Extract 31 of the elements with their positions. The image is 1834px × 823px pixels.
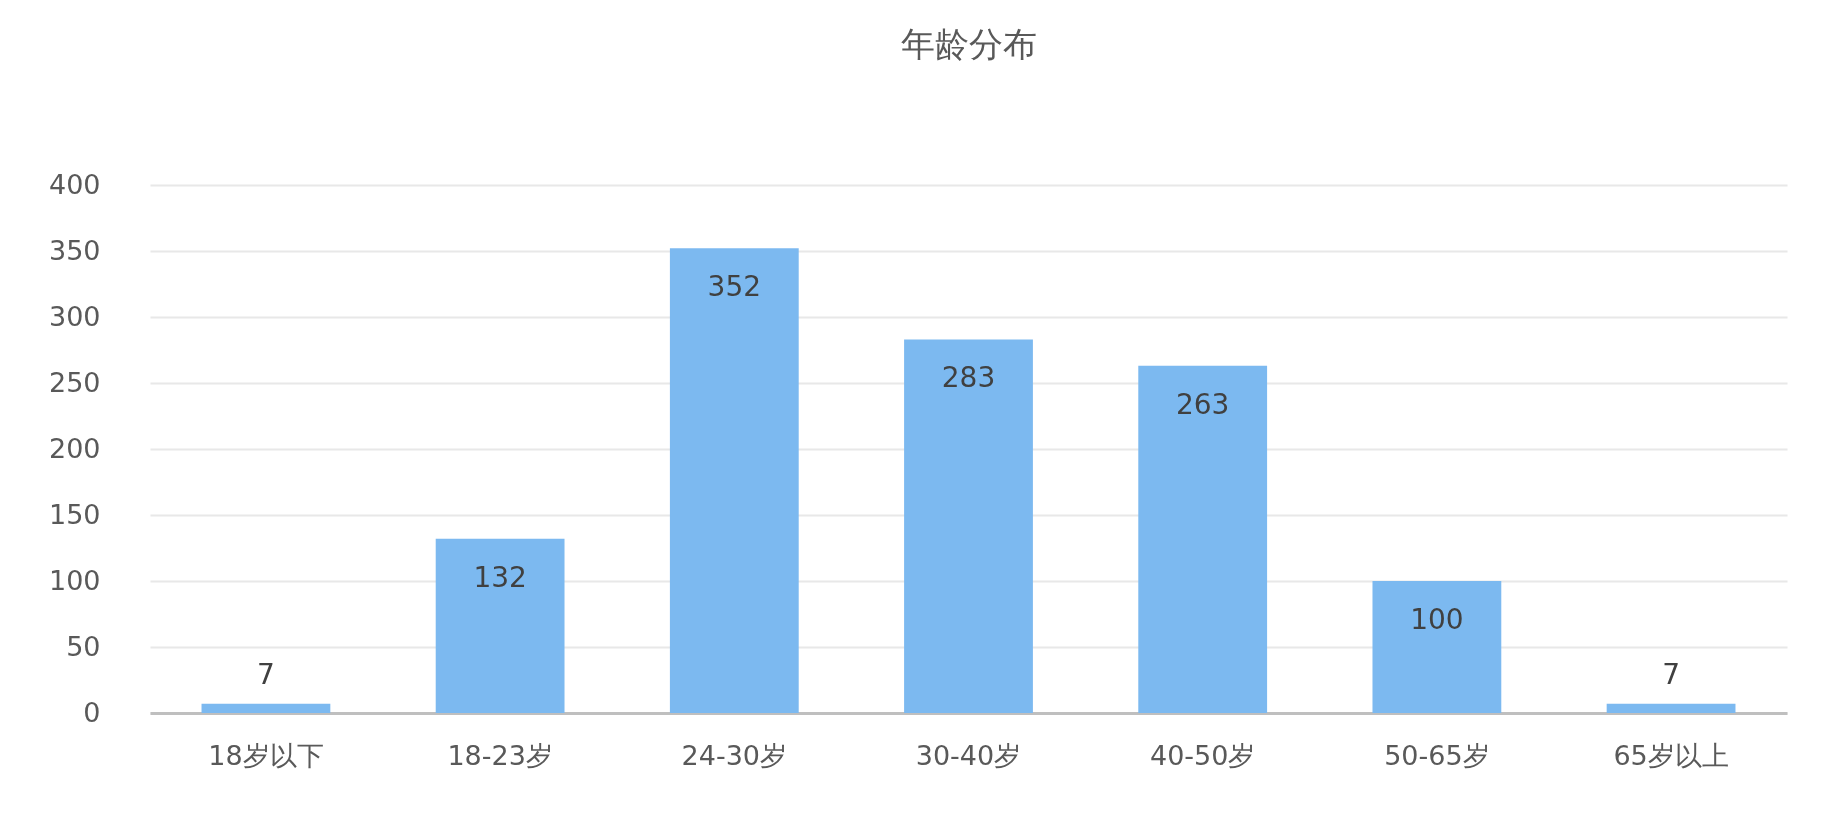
- y-tick-label: 100: [48, 564, 101, 596]
- data-label: 7: [257, 657, 275, 691]
- bar: [201, 703, 331, 713]
- data-label: 100: [1410, 603, 1464, 636]
- x-tick-label: 65岁以上: [1613, 739, 1729, 771]
- bar: [1606, 703, 1736, 713]
- data-label: 283: [941, 361, 996, 395]
- y-tick-label: 400: [48, 168, 101, 200]
- x-tick-label: 18岁以下: [208, 739, 324, 771]
- y-tick-label: 200: [48, 432, 101, 464]
- y-tick-label: 0: [83, 696, 101, 728]
- y-tick-label: 300: [48, 300, 101, 332]
- y-tick-label: 50: [66, 630, 101, 662]
- y-tick-label: 150: [48, 498, 101, 530]
- bar: [904, 339, 1033, 713]
- y-tick-label: 350: [48, 234, 101, 266]
- data-label: 352: [707, 270, 762, 304]
- data-label: 263: [1175, 387, 1230, 421]
- data-label: 7: [1662, 657, 1680, 691]
- bar: [1138, 365, 1268, 713]
- x-tick-label: 50-65岁: [1384, 739, 1490, 771]
- x-tick-label: 18-23岁: [447, 739, 553, 771]
- y-tick-label: 250: [48, 366, 101, 398]
- bar: [669, 248, 799, 713]
- x-tick-label: 24-30岁: [681, 739, 788, 771]
- bar: [1372, 581, 1502, 713]
- bar: [435, 538, 565, 713]
- x-tick-label: 40-50岁: [1149, 739, 1256, 771]
- x-tick-label: 30-40岁: [915, 739, 1022, 771]
- data-label: 132: [473, 560, 527, 594]
- chart-title: 年龄分布: [900, 24, 1037, 64]
